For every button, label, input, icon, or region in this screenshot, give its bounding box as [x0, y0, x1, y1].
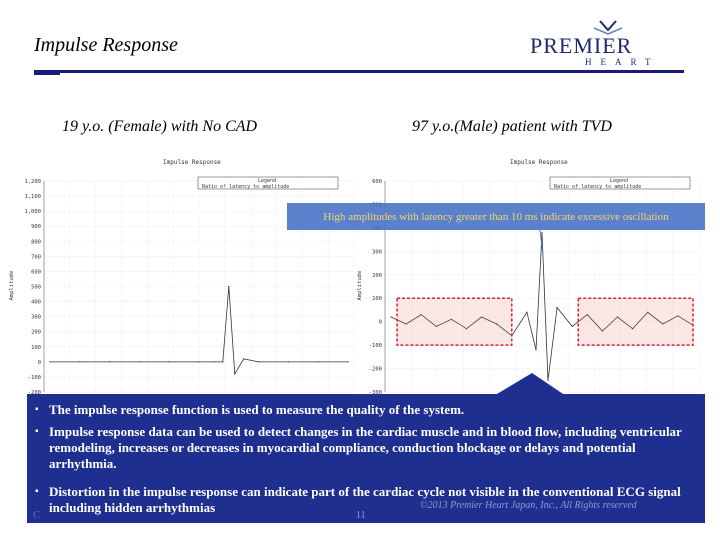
y-tick-label: 700 [31, 254, 41, 260]
panel-pointer-icon [487, 373, 572, 400]
data-point [420, 314, 422, 316]
legend-heading: Legend [258, 178, 276, 184]
data-point [450, 318, 452, 320]
data-point [287, 361, 289, 363]
y-tick-label: 300 [31, 315, 41, 321]
y-tick-label: 200 [31, 330, 41, 336]
logo-wordmark: PREMIER [530, 33, 633, 58]
title-divider [34, 70, 684, 73]
y-tick-label: 600 [372, 179, 382, 185]
y-tick-label: 0 [38, 360, 41, 366]
data-point [556, 307, 558, 309]
y-tick-label: -100 [28, 375, 41, 381]
data-point [79, 361, 81, 363]
data-point [198, 361, 200, 363]
data-point [234, 373, 236, 375]
data-point [586, 314, 588, 316]
data-point [258, 361, 260, 363]
y-tick-label: 300 [372, 249, 382, 255]
y-tick-label: 100 [372, 296, 382, 302]
page-number: 11 [356, 510, 366, 521]
data-point [677, 315, 679, 317]
data-point [547, 379, 549, 381]
data-point [222, 361, 224, 363]
oscillation-highlight-early [396, 297, 513, 346]
y-tick-label: -100 [369, 343, 382, 349]
y-tick-label: 400 [31, 300, 41, 306]
slide-title: Impulse Response [34, 34, 178, 56]
y-tick-label: 200 [372, 273, 382, 279]
data-point [601, 330, 603, 332]
bullet-text: Impulse response data can be used to det… [49, 424, 682, 471]
data-point [496, 323, 498, 325]
y-tick-label: 500 [31, 285, 41, 291]
data-point [317, 361, 319, 363]
data-point [109, 361, 111, 363]
y-axis-label: Amplitude [9, 271, 15, 301]
y-tick-label: 900 [31, 224, 41, 230]
data-point [632, 328, 634, 330]
y-tick-label: 1,000 [24, 209, 41, 215]
copyright-notice: ©2013 Premier Heart Japan, Inc., All Rig… [420, 500, 637, 511]
legend-entry: Ratio of latency to amplitude [554, 184, 641, 190]
data-point [347, 361, 349, 363]
data-point [647, 311, 649, 313]
data-point [435, 325, 437, 327]
bullet-text: Distortion in the impulse response can i… [49, 484, 681, 515]
y-axis-label: Amplitude [357, 271, 363, 301]
y-tick-label: -300 [369, 390, 382, 396]
title-divider-accent [34, 72, 60, 75]
data-point [138, 361, 140, 363]
left-chart-subtitle: 19 y.o. (Female) with No CAD [62, 118, 258, 135]
data-point [168, 361, 170, 363]
data-point [228, 285, 230, 288]
y-tick-label: -200 [369, 367, 382, 373]
data-point [481, 316, 483, 318]
oscillation-highlight-late [577, 297, 694, 346]
data-point [213, 361, 215, 363]
data-point [535, 349, 537, 351]
explanation-panel: ▪ The impulse response function is used … [27, 394, 705, 523]
y-tick-label: 0 [379, 320, 382, 326]
oscillation-callout: High amplitudes with latency greater tha… [287, 203, 705, 230]
data-point [465, 328, 468, 330]
logo-subword: HEART [585, 57, 660, 67]
legend-entry: Ratio of latency to amplitude [202, 184, 289, 190]
y-tick-label: 1,200 [24, 179, 41, 185]
logo-heart-icon [593, 20, 623, 35]
y-tick-label: -200 [28, 390, 41, 396]
data-point [526, 311, 528, 313]
callout-pointer [539, 229, 544, 256]
bullet-text: The impulse response function is used to… [49, 402, 465, 417]
bullet-dot-icon: ▪ [35, 426, 39, 437]
y-tick-label: 1,100 [24, 194, 41, 200]
y-tick-label: 100 [31, 345, 41, 351]
data-point [405, 323, 407, 325]
data-point [541, 231, 543, 234]
data-point [662, 323, 664, 325]
bullet-dot-icon: ▪ [35, 404, 39, 415]
right-chart-subtitle: 97 y.o.(Male) patient with TVD [412, 118, 612, 135]
chart-title: Impulse Response [163, 159, 221, 166]
y-tick-label: 600 [31, 269, 41, 275]
data-point [616, 316, 619, 318]
premier-heart-logo [593, 20, 623, 35]
y-tick-label: 800 [31, 239, 41, 245]
data-point [49, 361, 51, 363]
data-point [243, 358, 245, 360]
footer-initial: C [33, 509, 41, 521]
chart-legend-box [197, 176, 339, 190]
data-point [390, 316, 392, 318]
chart-title: Impulse Response [510, 159, 568, 166]
bullet-dot-icon: ▪ [35, 486, 39, 497]
data-point [571, 325, 573, 327]
chart-legend-box [549, 176, 691, 190]
